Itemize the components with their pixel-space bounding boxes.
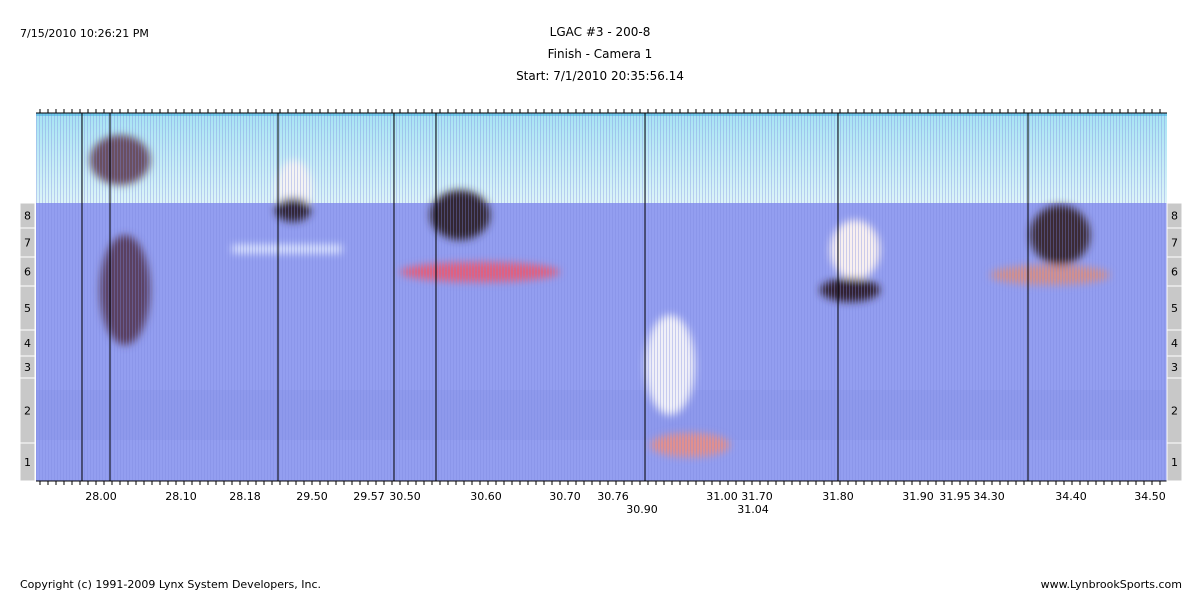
time-label: 34.30 (973, 490, 1005, 503)
lane-box (19, 442, 36, 482)
time-label: 31.80 (822, 490, 854, 503)
image (36, 113, 1167, 481)
lane-label: 4 (1171, 337, 1178, 350)
time-label: 29.57 (353, 490, 385, 503)
title: LGAC #3 - 200-8 (550, 25, 651, 39)
lane-label: 3 (24, 361, 31, 374)
time-label: 31.04 (737, 503, 769, 516)
lane-label: 2 (24, 405, 31, 418)
time-label: 28.18 (229, 490, 261, 503)
time-label: 31.70 (741, 490, 773, 503)
lane-label: 8 (1171, 210, 1178, 223)
time-label: 31.00 (706, 490, 738, 503)
lane-label: 3 (1171, 361, 1178, 374)
lane-label: 5 (1171, 302, 1178, 315)
lane-label: 1 (24, 456, 31, 469)
timestamp: 7/15/2010 10:26:21 PM (20, 27, 149, 40)
time-label: 30.50 (389, 490, 421, 503)
time-label: 28.00 (85, 490, 117, 503)
lane-label: 2 (1171, 405, 1178, 418)
camera: Finish - Camera 1 (548, 47, 653, 61)
lane-label: 6 (24, 266, 31, 279)
time-label: 31.90 (902, 490, 934, 503)
copyright: Copyright (c) 1991-2009 Lynx System Deve… (20, 578, 321, 591)
lane-box (1166, 442, 1183, 482)
lane-label: 7 (24, 237, 31, 250)
time-label: 34.50 (1134, 490, 1166, 503)
lane-label: 4 (24, 337, 31, 350)
time-label: 29.50 (296, 490, 328, 503)
lane-label: 1 (1171, 456, 1178, 469)
lane-label: 7 (1171, 237, 1178, 250)
time-label: 30.70 (549, 490, 581, 503)
time-label: 28.10 (165, 490, 197, 503)
lane-label: 6 (1171, 266, 1178, 279)
time-label: 30.60 (470, 490, 502, 503)
lane-label: 8 (24, 210, 31, 223)
lane-label: 5 (24, 302, 31, 315)
time-label: 31.95 (939, 490, 971, 503)
site: www.LynbrookSports.com (1041, 578, 1182, 591)
time-label: 30.90 (626, 503, 658, 516)
time-label: 34.40 (1055, 490, 1087, 503)
start-time: Start: 7/1/2010 20:35:56.14 (516, 69, 684, 83)
time-label: 30.76 (597, 490, 629, 503)
